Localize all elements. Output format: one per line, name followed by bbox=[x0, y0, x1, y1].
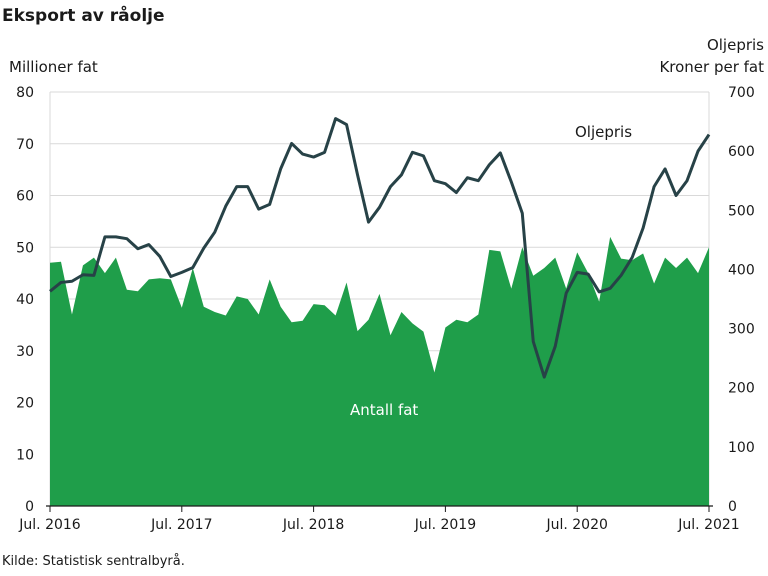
right-axis-label: Oljepris Kroner per fat bbox=[659, 34, 764, 78]
left-tick-label: 40 bbox=[16, 292, 34, 308]
x-tick-label: Jul. 2018 bbox=[282, 517, 344, 533]
left-tick-label: 0 bbox=[25, 499, 34, 515]
left-tick-label: 20 bbox=[16, 396, 34, 412]
annotation-oljepris: Oljepris bbox=[575, 123, 632, 141]
right-tick-label: 300 bbox=[728, 322, 755, 338]
right-tick-label: 400 bbox=[728, 262, 755, 278]
chart-title: Eksport av råolje bbox=[2, 6, 165, 26]
left-tick-label: 80 bbox=[16, 85, 34, 101]
series-area-antall-fat bbox=[50, 236, 709, 506]
left-tick-label: 70 bbox=[16, 137, 34, 153]
left-tick-label: 50 bbox=[16, 240, 34, 256]
left-tick-label: 60 bbox=[16, 189, 34, 205]
x-tick-label: Jul. 2016 bbox=[18, 517, 81, 533]
x-tick-label: Jul. 2019 bbox=[414, 517, 476, 533]
left-tick-label: 10 bbox=[16, 447, 34, 463]
x-tick-label: Jul. 2017 bbox=[150, 517, 212, 533]
right-axis-label-line2: Kroner per fat bbox=[659, 58, 764, 76]
right-tick-label: 700 bbox=[728, 85, 755, 101]
right-tick-label: 600 bbox=[728, 144, 755, 160]
right-tick-label: 100 bbox=[728, 440, 755, 456]
right-tick-label: 200 bbox=[728, 381, 755, 397]
x-tick-label: Jul. 2021 bbox=[677, 517, 739, 533]
left-axis-label: Millioner fat bbox=[9, 58, 98, 76]
right-axis-label-line1: Oljepris bbox=[706, 36, 764, 54]
right-tick-label: 0 bbox=[728, 499, 737, 515]
x-tick-label: Jul. 2020 bbox=[545, 517, 607, 533]
axes: 0 10 20 30 40 50 60 70 80 0 100 200 300 400 500 600 700 J… bbox=[16, 85, 755, 533]
annotation-antall-fat: Antall fat bbox=[350, 401, 418, 419]
right-tick-label: 500 bbox=[728, 203, 755, 219]
series-line-oljepris bbox=[49, 117, 711, 379]
left-tick-label: 30 bbox=[16, 344, 34, 360]
source-note: Kilde: Statistisk sentralbyrå. bbox=[2, 554, 185, 569]
